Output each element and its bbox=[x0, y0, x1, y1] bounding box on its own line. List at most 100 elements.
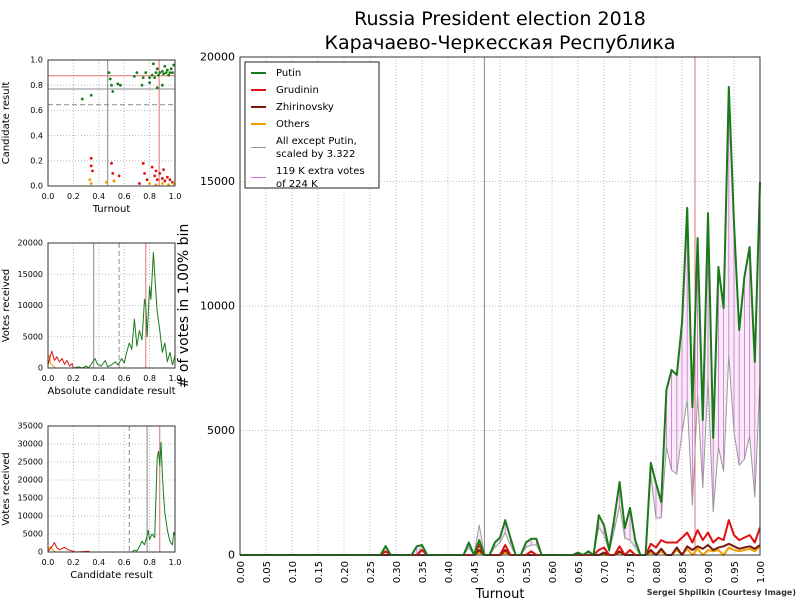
scatter-point-others bbox=[89, 182, 93, 185]
scatter-point-grudinin bbox=[154, 169, 158, 173]
y-tick-label: 15000 bbox=[18, 270, 43, 279]
chart-main: 0.00 0.05 0.10 0.15 0.20 0.25 0.30 0.35 0.40 0.45… bbox=[176, 51, 767, 600]
scatter-point-putin bbox=[118, 83, 122, 87]
x-tick-label: 0.80 bbox=[652, 561, 663, 583]
y-axis-label: Votes received bbox=[1, 269, 12, 343]
scatter-point-putin bbox=[108, 77, 112, 81]
x-tick-label: 0.2 bbox=[67, 558, 80, 567]
y-tick-label: 5000 bbox=[23, 530, 43, 539]
legend-label: Others bbox=[276, 119, 310, 130]
image-credit: Sergei Shpilkin (Courtesy Image) bbox=[646, 588, 796, 597]
x-tick-label: 0.45 bbox=[470, 561, 481, 583]
y-axis-label: Votes received bbox=[1, 452, 12, 526]
x-tick-label: 0.70 bbox=[600, 561, 611, 583]
scatter-point-grudinin bbox=[111, 172, 115, 175]
scatter-point-grudinin bbox=[165, 175, 169, 179]
scatter-point-others bbox=[172, 182, 176, 185]
x-tick-label: 1.0 bbox=[169, 192, 182, 201]
scatter-point-putin bbox=[148, 76, 152, 80]
scatter-point-grudinin bbox=[150, 165, 154, 169]
chart-absolute: 0.0 0.2 0.4 0.6 0.8 1.0 0 5000 10000 15000 20000 Ab… bbox=[1, 239, 181, 397]
scatter-point-others bbox=[160, 182, 164, 185]
scatter-point-grudinin bbox=[155, 178, 159, 182]
series-line-others bbox=[47, 546, 56, 553]
scatter-point-putin bbox=[89, 93, 93, 97]
scatter-point-putin bbox=[163, 64, 167, 68]
x-tick-label: 0.35 bbox=[418, 561, 429, 583]
scatter-point-putin bbox=[157, 73, 160, 77]
x-tick-label: 0.55 bbox=[522, 561, 533, 583]
y-tick-label: 15000 bbox=[18, 494, 43, 503]
legend-label: scaled by 3.322 bbox=[276, 149, 355, 160]
x-tick-label: 0.4 bbox=[92, 558, 105, 567]
legend-label: of 224 K bbox=[276, 179, 318, 190]
scatter-point-putin bbox=[135, 71, 139, 74]
scatter-point-grudinin bbox=[143, 172, 146, 175]
scatter-point-grudinin bbox=[138, 182, 141, 185]
scatter-point-putin bbox=[116, 82, 120, 86]
x-tick-label: 0.15 bbox=[314, 561, 325, 583]
scatter-point-grudinin bbox=[153, 174, 157, 178]
series-line-putin bbox=[73, 251, 176, 369]
y-tick-label: 0.0 bbox=[30, 182, 43, 191]
y-tick-label: 20000 bbox=[200, 51, 235, 64]
scatter-point-putin bbox=[160, 83, 164, 87]
y-tick-label: 10000 bbox=[18, 301, 43, 310]
x-tick-label: 0.6 bbox=[118, 374, 131, 383]
scatter-point-others bbox=[148, 182, 152, 185]
x-tick-label: 0.85 bbox=[678, 561, 689, 583]
y-tick-label: 0.6 bbox=[30, 106, 43, 115]
scatter-point-others bbox=[112, 179, 116, 183]
x-tick-label: 0.10 bbox=[288, 561, 299, 583]
scatter-point-grudinin bbox=[168, 178, 172, 182]
x-tick-label: 0.75 bbox=[626, 561, 637, 583]
scatter-point-putin bbox=[154, 71, 158, 74]
scatter-point-grudinin bbox=[89, 164, 93, 168]
x-tick-label: 0.95 bbox=[730, 561, 741, 583]
x-tick-label: 0.0 bbox=[42, 192, 55, 201]
legend-label: Putin bbox=[276, 68, 301, 79]
x-tick-label: 0.2 bbox=[67, 374, 80, 383]
chart-title: Russia President election 2018 bbox=[354, 8, 646, 30]
y-tick-label: 0.8 bbox=[30, 81, 43, 90]
x-tick-label: 0.60 bbox=[548, 561, 559, 583]
y-tick-label: 35000 bbox=[18, 422, 43, 431]
x-tick-label: 0.00 bbox=[236, 561, 247, 583]
scatter-point-others bbox=[88, 178, 92, 182]
y-tick-label: 20000 bbox=[18, 239, 43, 248]
x-tick-label: 0.8 bbox=[143, 558, 156, 567]
scatter-point-putin bbox=[168, 71, 172, 74]
scatter-point-putin bbox=[80, 97, 84, 101]
plot-area bbox=[48, 60, 175, 186]
scatter-point-putin bbox=[155, 67, 159, 71]
scatter-point-grudinin bbox=[117, 174, 121, 178]
scatter-point-grudinin bbox=[145, 178, 149, 182]
y-axis-label: # of votes in 1.00% bin bbox=[176, 224, 192, 389]
y-tick-label: 0 bbox=[228, 549, 235, 562]
scatter-point-others bbox=[105, 180, 108, 184]
legend-box bbox=[244, 61, 380, 189]
x-tick-label: 0.0 bbox=[42, 374, 55, 383]
x-tick-label: 0.25 bbox=[366, 561, 377, 583]
scatter-point-putin bbox=[160, 69, 164, 73]
y-tick-label: 10000 bbox=[18, 512, 43, 521]
x-tick-label: 0.8 bbox=[143, 374, 156, 383]
x-tick-label: 0.8 bbox=[143, 192, 156, 201]
plot-frame bbox=[239, 56, 761, 556]
scatter-point-putin bbox=[152, 62, 155, 66]
plot-area bbox=[48, 426, 175, 552]
scatter-point-grudinin bbox=[158, 172, 162, 175]
scatter-point-putin bbox=[171, 71, 174, 74]
legend: Putin Grudinin Zhirinovsky Others All except… bbox=[244, 61, 380, 190]
legend-label: Zhirinovsky bbox=[276, 102, 334, 113]
scatter-point-putin bbox=[150, 73, 154, 77]
x-axis-label: Absolute candidate result bbox=[48, 386, 176, 397]
y-axis-label: Candidate result bbox=[1, 82, 12, 165]
y-tick-label: 0.2 bbox=[30, 156, 43, 165]
scatter-point-putin bbox=[169, 67, 173, 71]
series-line-putin bbox=[131, 441, 176, 553]
x-tick-label: 0.2 bbox=[67, 192, 80, 201]
x-tick-label: 0.20 bbox=[340, 561, 351, 583]
x-tick-label: 0.4 bbox=[92, 192, 105, 201]
scatter-point-putin bbox=[107, 71, 111, 74]
